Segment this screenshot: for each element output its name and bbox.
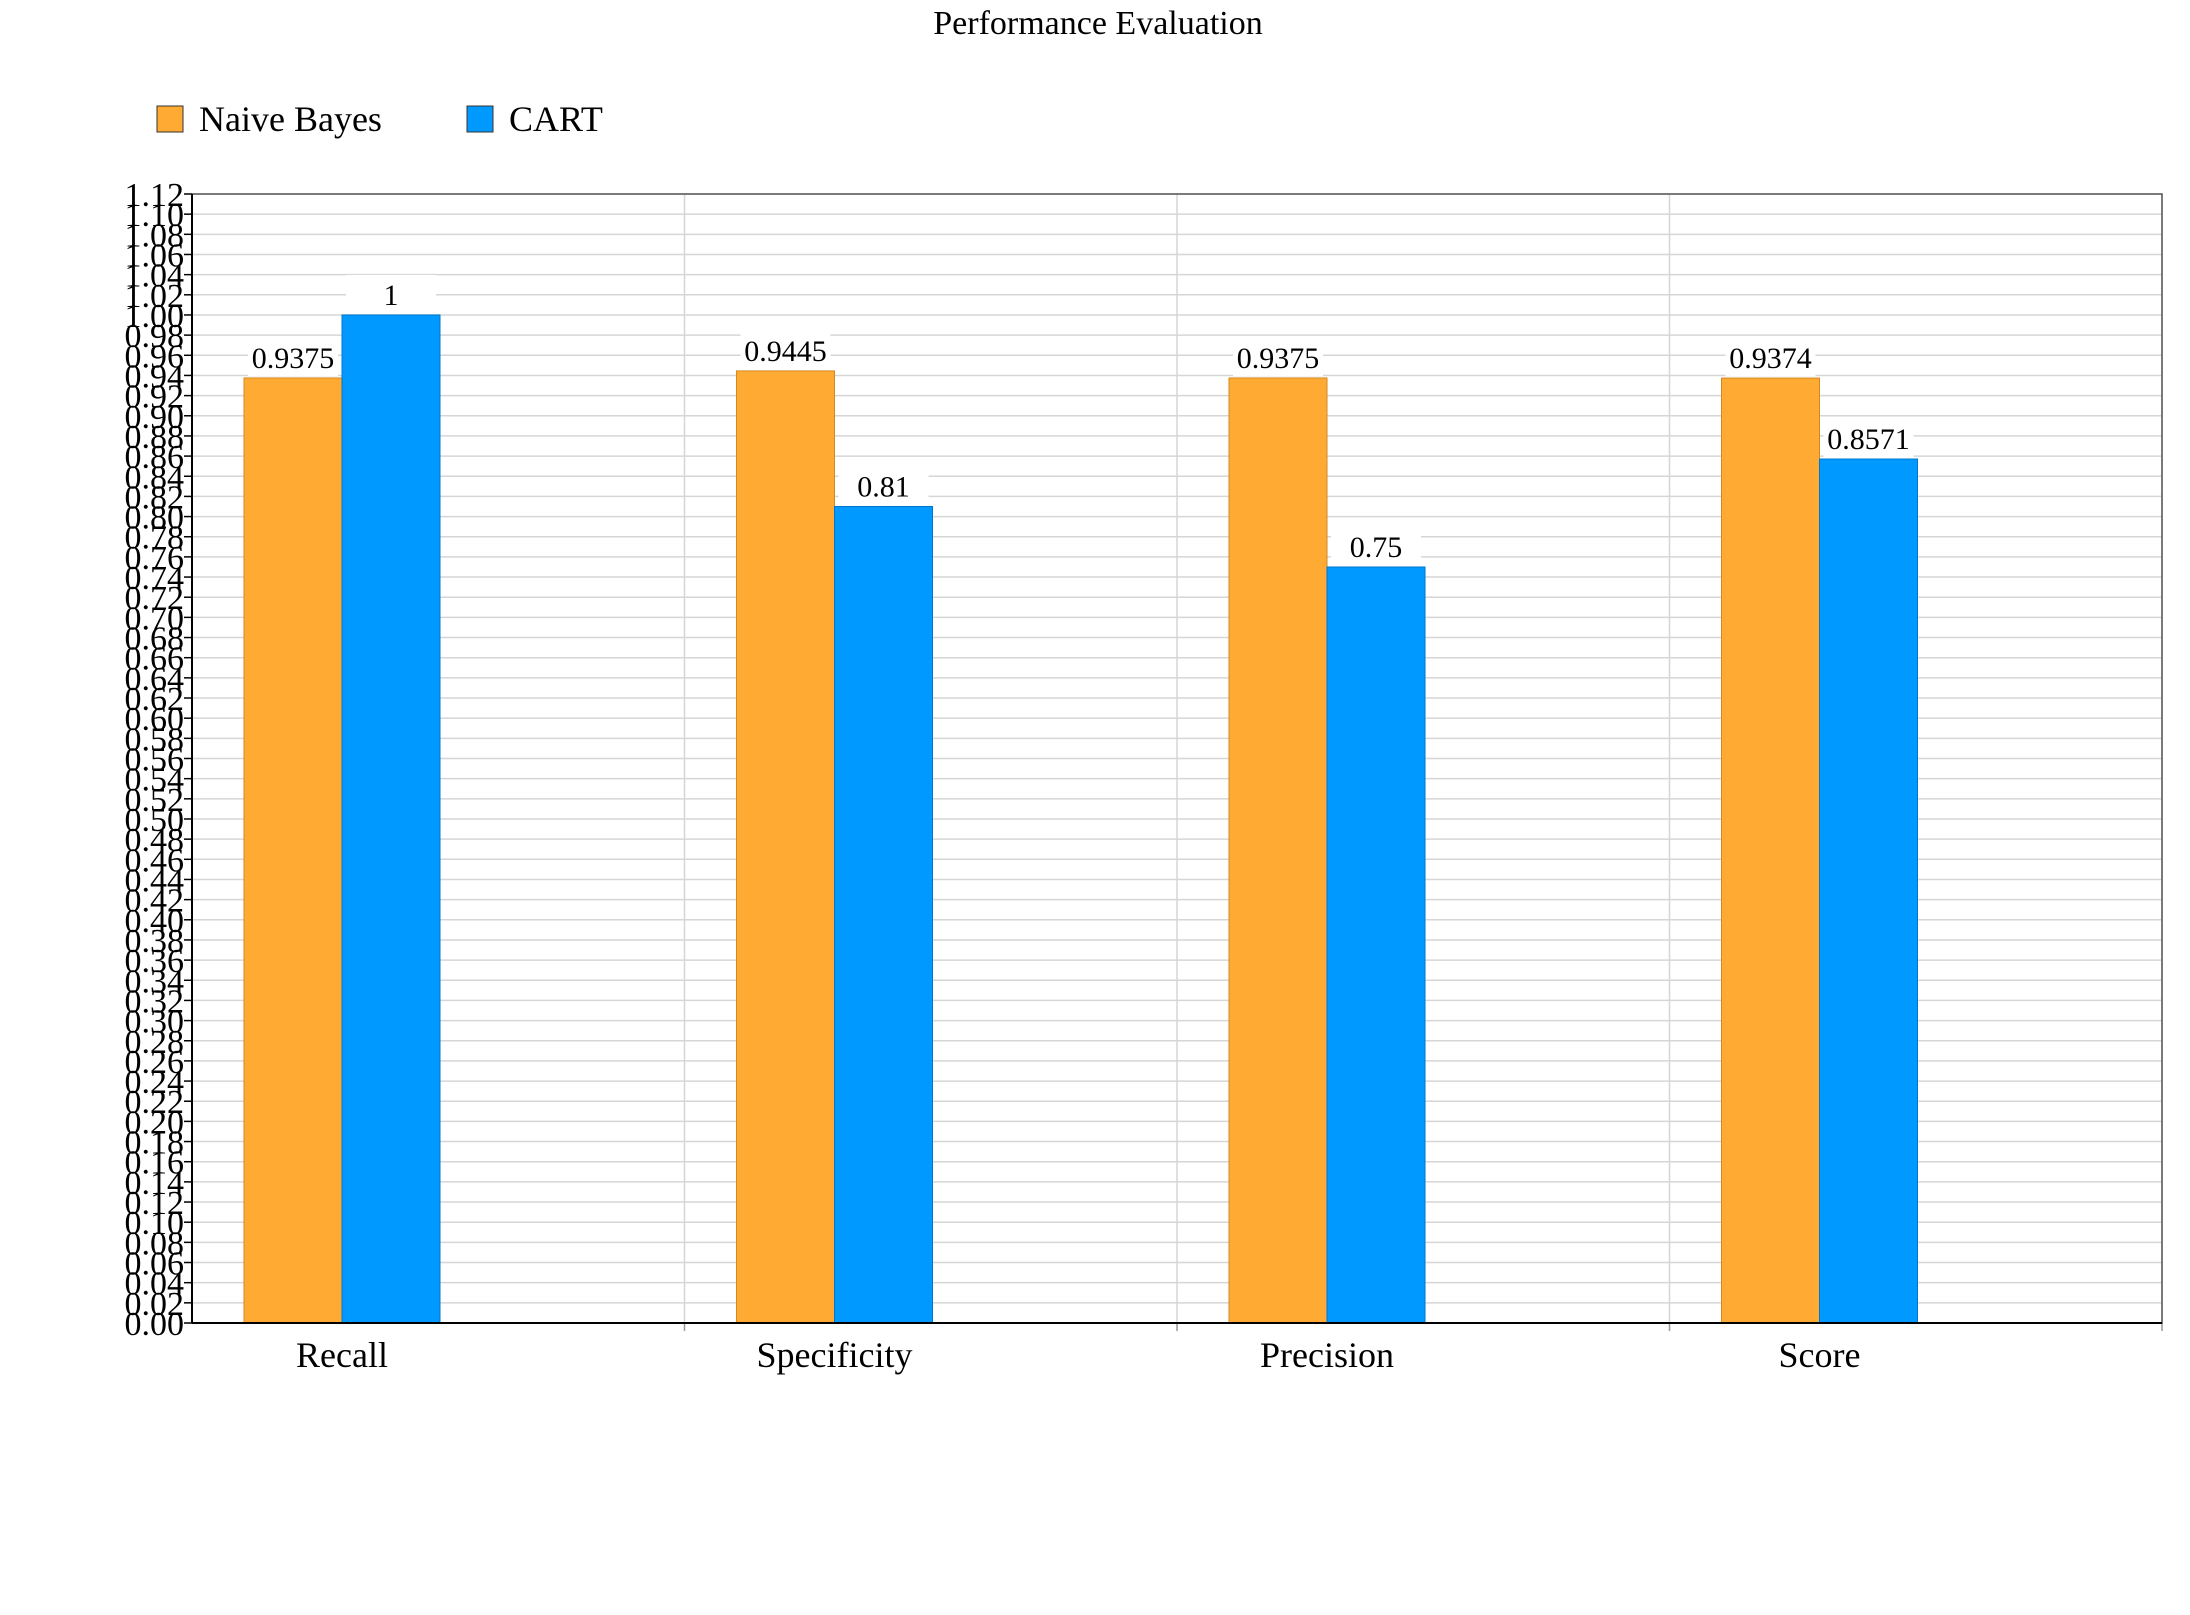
y-tick-label: 0.56 <box>125 742 185 779</box>
y-tick-label: 0.06 <box>125 1246 185 1283</box>
x-tick-label: Score <box>1779 1335 1861 1375</box>
bar-label-bg <box>838 466 929 505</box>
y-tick-label: 0.22 <box>125 1084 185 1121</box>
legend-label: CART <box>509 99 603 139</box>
bar-label-bg <box>1233 337 1323 376</box>
y-tick-label: 0.94 <box>125 358 185 395</box>
y-tick-label: 1.12 <box>125 177 185 214</box>
y-tick-label: 0.14 <box>125 1165 185 1202</box>
bar <box>1819 458 1918 1324</box>
bar <box>1326 566 1426 1324</box>
y-tick-label: 0.26 <box>125 1044 185 1081</box>
bar <box>1721 377 1820 1324</box>
y-tick-label: 0.98 <box>125 318 185 355</box>
y-tick-label: 0.74 <box>125 560 185 597</box>
chart-title: Performance Evaluation <box>933 5 1262 42</box>
y-axis-ticks: 0.000.020.040.060.080.100.120.140.160.18… <box>125 177 192 1343</box>
y-tick-label: 0.12 <box>125 1185 185 1222</box>
y-tick-label: 0.48 <box>125 822 185 859</box>
bar-label-bg <box>1823 419 1914 458</box>
x-axis-ticks: Recall Specificity Precision Score <box>296 1335 1860 1375</box>
bar-value-label: 0.9375 <box>252 342 335 375</box>
y-tick-label: 0.60 <box>125 701 185 738</box>
y-tick-label: 0.24 <box>125 1064 185 1101</box>
y-tick-label: 1.10 <box>125 197 185 234</box>
bar-value-label: 0.9374 <box>1729 342 1812 375</box>
y-tick-label: 0.10 <box>125 1205 185 1242</box>
y-tick-label: 0.92 <box>125 379 185 416</box>
y-tick-label: 0.34 <box>125 963 185 1000</box>
bar-label-bg <box>740 330 831 369</box>
bar-value-label: 0.8571 <box>1827 423 1910 456</box>
bar-value-label: 1 <box>384 279 399 312</box>
y-tick-label: 0.62 <box>125 681 185 718</box>
bar-value-label: 0.9375 <box>1237 342 1320 375</box>
y-tick-label: 0.72 <box>125 580 185 617</box>
y-tick-label: 1.00 <box>125 298 185 335</box>
y-tick-label: 1.04 <box>125 258 185 295</box>
y-tick-label: 0.90 <box>125 399 185 436</box>
y-tick-label: 0.08 <box>125 1225 185 1262</box>
bar-label-bg <box>1725 338 1816 377</box>
bar-label-bg <box>1331 526 1421 565</box>
y-tick-label: 0.70 <box>125 600 185 637</box>
y-tick-label: 0.44 <box>125 862 185 899</box>
y-tick-label: 1.06 <box>125 237 185 274</box>
y-tick-label: 0.30 <box>125 1004 185 1041</box>
x-tick-label: Precision <box>1260 1335 1394 1375</box>
bar-value-label: 0.81 <box>857 470 910 503</box>
y-tick-label: 0.36 <box>125 943 185 980</box>
y-tick-label: 0.42 <box>125 883 185 920</box>
y-tick-label: 0.58 <box>125 721 185 758</box>
legend: Naive Bayes CART <box>156 99 603 139</box>
bars <box>243 314 1918 1324</box>
bar-labels: 0.9375 0.9445 0.9375 0.9374 1 0.81 0.75 0.8571 <box>248 274 1914 565</box>
y-tick-label: 1.02 <box>125 278 185 315</box>
y-tick-label: 0.04 <box>125 1266 185 1303</box>
y-tick-label: 0.82 <box>125 479 185 516</box>
y-tick-label: 0.40 <box>125 903 185 940</box>
bar <box>243 377 343 1324</box>
y-tick-label: 0.28 <box>125 1024 185 1061</box>
y-tick-label: 0.86 <box>125 439 185 476</box>
bar <box>736 370 835 1324</box>
y-tick-label: 0.18 <box>125 1125 185 1162</box>
y-tick-label: 0.68 <box>125 621 185 658</box>
y-tick-label: 0.02 <box>125 1286 185 1323</box>
x-tick-label: Specificity <box>757 1335 913 1375</box>
bar-value-label: 0.9445 <box>744 335 827 368</box>
y-tick-label: 0.66 <box>125 641 185 678</box>
y-tick-label: 0.80 <box>125 500 185 537</box>
y-tick-label: 0.84 <box>125 459 185 496</box>
y-tick-label: 0.54 <box>125 762 185 799</box>
bar <box>834 505 933 1324</box>
y-tick-label: 0.50 <box>125 802 185 839</box>
bar-label-bg <box>346 274 436 313</box>
bar-value-label: 0.75 <box>1350 531 1403 564</box>
y-tick-label: 0.32 <box>125 983 185 1020</box>
bar <box>1228 377 1328 1324</box>
legend-swatch <box>156 105 184 133</box>
bar <box>341 314 441 1324</box>
legend-swatch <box>466 105 494 133</box>
y-tick-label: 0.64 <box>125 661 185 698</box>
y-tick-label: 0.96 <box>125 338 185 375</box>
y-tick-label: 0.46 <box>125 842 185 879</box>
legend-label: Naive Bayes <box>199 99 382 139</box>
y-tick-label: 0.88 <box>125 419 185 456</box>
x-tick-label: Recall <box>296 1335 388 1375</box>
y-tick-label: 0.20 <box>125 1104 185 1141</box>
y-tick-label: 0.76 <box>125 540 185 577</box>
y-tick-label: 0.16 <box>125 1145 185 1182</box>
y-tick-label: 1.08 <box>125 217 185 254</box>
y-tick-label: 0.38 <box>125 923 185 960</box>
bar-label-bg <box>248 337 338 376</box>
y-tick-label: 0.78 <box>125 520 185 557</box>
y-tick-label: 0.52 <box>125 782 185 819</box>
y-tick-label: 0.00 <box>125 1306 185 1343</box>
